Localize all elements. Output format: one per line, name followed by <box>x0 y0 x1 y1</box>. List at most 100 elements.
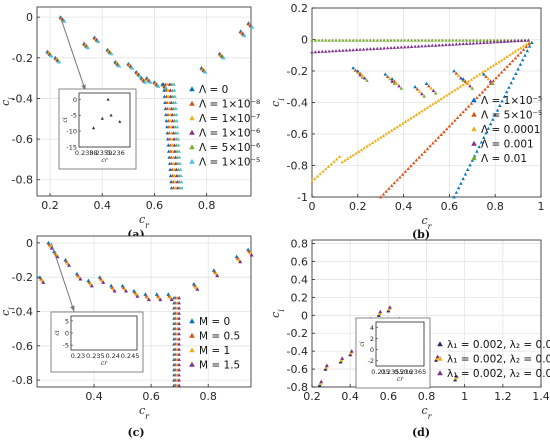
data-point <box>413 44 417 48</box>
legend-marker <box>189 158 195 164</box>
data-point <box>475 41 479 45</box>
x-tick-label: 0.8 <box>418 390 436 403</box>
data-point <box>445 93 449 97</box>
data-point <box>341 48 345 52</box>
data-point <box>403 169 408 173</box>
y-tick-label: -0.6 <box>287 363 308 376</box>
data-point <box>351 38 355 42</box>
axes-frame <box>36 6 252 197</box>
data-point <box>360 73 365 78</box>
x-tick-label: 0.2 <box>303 390 321 403</box>
data-point <box>447 42 452 46</box>
y-axis-label-subscript: i <box>277 98 286 101</box>
data-point <box>57 59 62 64</box>
data-point <box>392 79 397 83</box>
data-point <box>381 192 386 196</box>
data-point <box>172 82 176 86</box>
data-point <box>491 79 496 83</box>
data-point <box>445 127 449 131</box>
data-point <box>397 84 401 88</box>
data-point <box>463 79 468 83</box>
data-point <box>468 163 472 167</box>
data-point <box>416 38 421 42</box>
data-point <box>384 132 388 136</box>
legend-marker <box>189 347 195 353</box>
inset-point <box>100 116 104 120</box>
data-point <box>513 56 518 60</box>
data-point <box>466 167 470 171</box>
data-point <box>320 49 324 53</box>
data-point <box>177 321 181 325</box>
data-point <box>482 38 486 42</box>
data-point <box>365 78 369 82</box>
y-tick-label: 0.2 <box>291 2 309 15</box>
legend-marker <box>189 318 195 324</box>
data-point <box>455 115 460 119</box>
data-point <box>452 69 456 73</box>
y-tick-label: 0.6 <box>291 256 309 269</box>
legend-entry: λ₁ = 0.002, λ₂ = 0.006 <box>447 368 550 380</box>
data-point <box>399 45 403 49</box>
data-point <box>456 73 461 78</box>
data-point <box>417 155 421 159</box>
data-point <box>516 47 520 51</box>
legend-entry: λ₁ = 0.002, λ₂ = 0.004 <box>447 354 550 366</box>
data-point <box>379 195 383 199</box>
data-point <box>368 142 372 146</box>
inset-x-tick-label: 0.2359 <box>89 149 112 157</box>
data-point <box>518 62 523 66</box>
data-point <box>372 38 376 42</box>
data-point <box>415 87 420 91</box>
legend-entry: Λ = 0 <box>199 84 228 96</box>
data-point <box>516 67 520 71</box>
data-point <box>478 41 482 45</box>
data-point <box>507 85 511 89</box>
data-point <box>399 38 403 42</box>
data-point <box>475 96 479 100</box>
data-point <box>365 144 369 148</box>
inset-y-tick-label: -10 <box>66 128 77 136</box>
data-point <box>475 149 479 153</box>
data-point <box>423 38 428 42</box>
data-point <box>524 45 528 49</box>
data-point <box>434 38 438 42</box>
data-point <box>525 49 529 53</box>
data-point <box>177 332 181 336</box>
data-point <box>470 158 474 162</box>
inset-x-tick-label: 0.24 <box>105 352 119 360</box>
legend-entry: Λ = 1×10⁻⁶ <box>199 128 260 140</box>
data-point <box>175 119 179 123</box>
data-point <box>486 67 490 71</box>
data-point <box>148 80 153 84</box>
data-point <box>368 47 373 51</box>
data-point <box>439 97 443 101</box>
zoom-arrow-head <box>70 305 75 312</box>
data-point <box>362 76 367 80</box>
data-point <box>420 44 424 48</box>
y-tick-label: -0.8 <box>287 381 308 394</box>
x-axis-label-subscript: r <box>145 221 150 230</box>
data-point <box>158 297 163 302</box>
data-point <box>327 38 331 42</box>
x-tick-label: 0.4 <box>93 199 111 212</box>
data-point <box>412 114 416 118</box>
data-point <box>464 107 468 111</box>
data-point <box>481 72 486 76</box>
x-axis-label: cr <box>422 214 433 231</box>
data-point <box>480 90 485 94</box>
data-point <box>143 80 148 84</box>
data-point <box>427 84 431 88</box>
data-point <box>112 288 117 293</box>
data-point <box>174 112 179 117</box>
data-point <box>177 383 181 387</box>
data-point <box>416 44 421 48</box>
data-point <box>491 63 496 67</box>
data-point <box>485 38 489 42</box>
data-point <box>379 46 383 50</box>
data-point <box>392 45 397 49</box>
data-point <box>461 38 465 42</box>
data-point <box>453 118 457 122</box>
y-tick-label: -0.8 <box>12 174 33 187</box>
data-point <box>472 76 476 79</box>
